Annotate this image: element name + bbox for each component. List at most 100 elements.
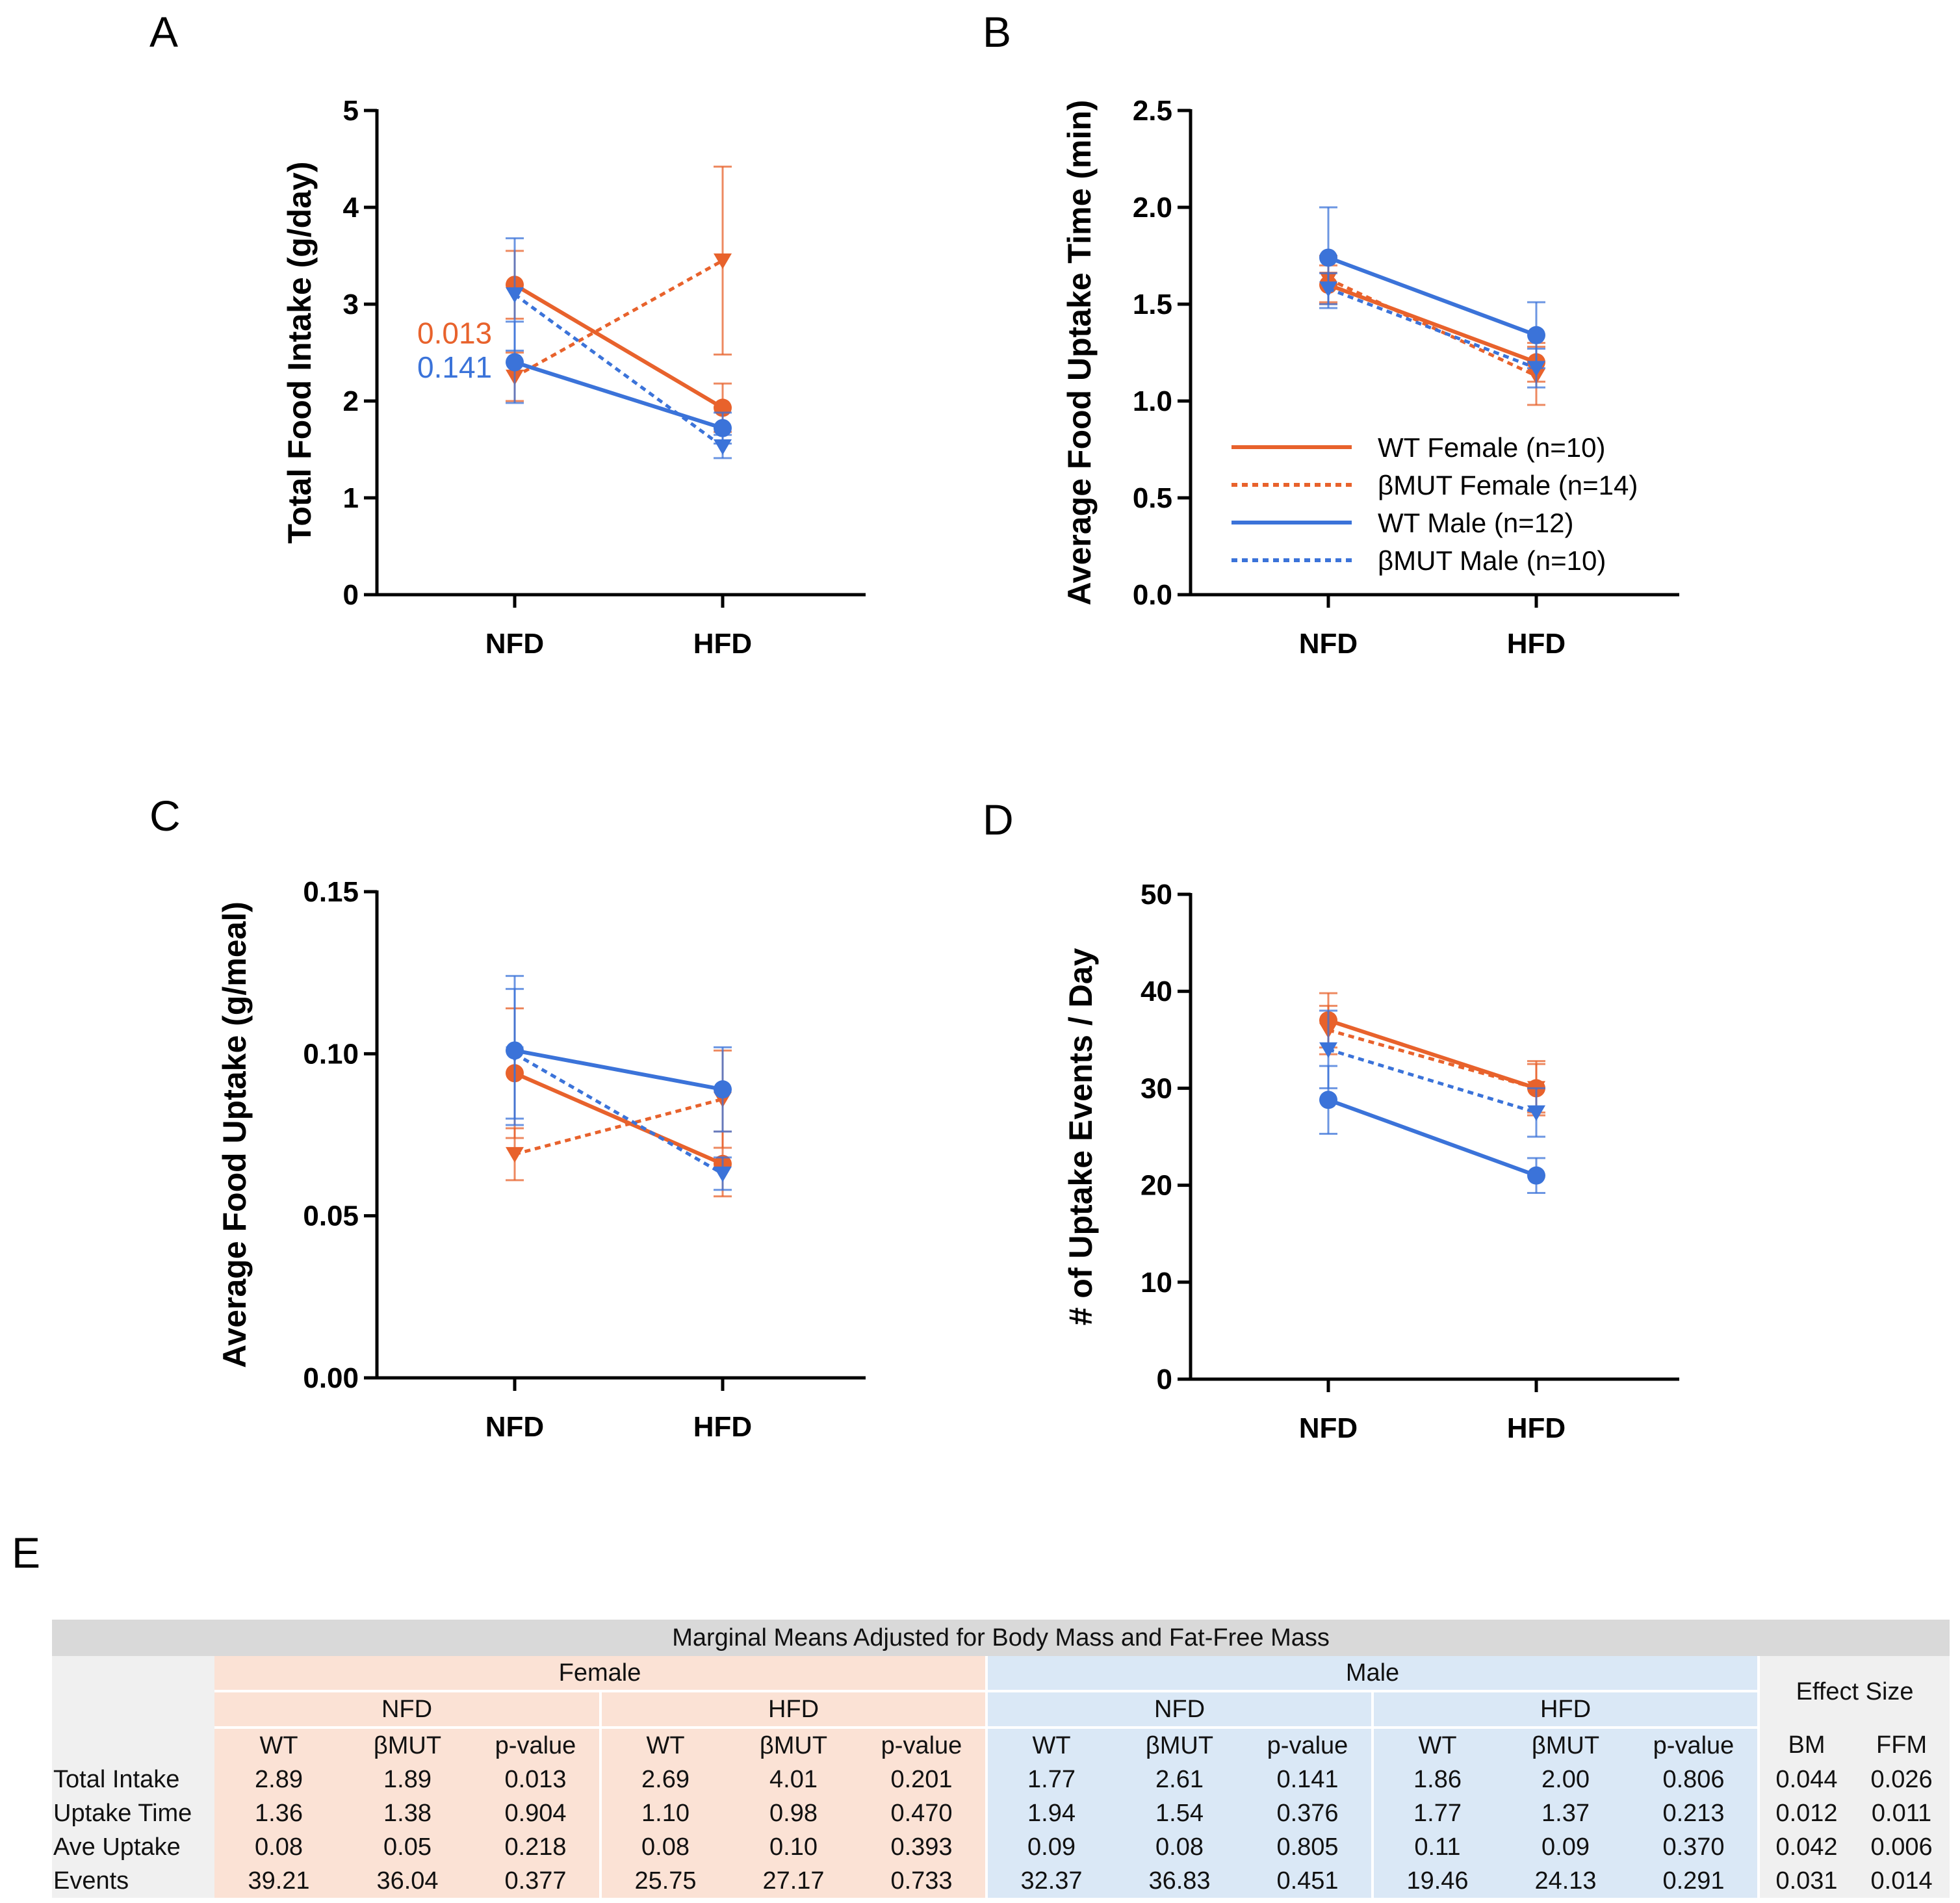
table-cell: 0.291 xyxy=(1630,1864,1760,1898)
legend-label-bmut-male: βMUT Male (n=10) xyxy=(1378,545,1606,576)
data-point xyxy=(714,439,732,456)
legend-label-wt-female: WT Female (n=10) xyxy=(1378,432,1606,463)
y-tick-label: 5 xyxy=(343,95,359,127)
y-tick-label: 0.05 xyxy=(303,1200,359,1232)
diet-header-female-nfd: NFD xyxy=(214,1691,602,1729)
row-label: Events xyxy=(52,1864,214,1898)
table-cell: 0.370 xyxy=(1630,1830,1760,1864)
table-cell: 0.377 xyxy=(472,1864,602,1898)
table-cell: 1.86 xyxy=(1373,1763,1501,1796)
data-point xyxy=(1319,248,1337,267)
table-cell: 1.77 xyxy=(986,1763,1115,1796)
panel-label-e: E xyxy=(12,1529,40,1577)
table-cell: 0.09 xyxy=(1501,1830,1630,1864)
table-cell: 1.77 xyxy=(1373,1796,1501,1830)
series-wt-male xyxy=(506,320,732,445)
column-header: p-value xyxy=(1244,1728,1374,1763)
table-cell: 0.451 xyxy=(1244,1864,1374,1898)
series-wt-female xyxy=(506,250,732,434)
panel-label-a: A xyxy=(149,8,178,56)
table-row: Total Intake 2.89 1.89 0.013 2.69 4.01 0.201 1.… xyxy=(52,1763,1950,1796)
series-line xyxy=(514,360,723,430)
column-header: βMUT xyxy=(1115,1728,1244,1763)
series-line xyxy=(513,293,724,448)
diet-header-male-hfd: HFD xyxy=(1373,1691,1760,1729)
table-cell: 39.21 xyxy=(214,1864,343,1898)
table-cell: 19.46 xyxy=(1373,1864,1501,1898)
y-tick-label: 0.10 xyxy=(303,1038,359,1070)
y-tick-label: 2.5 xyxy=(1133,95,1172,127)
y-tick-label: 50 xyxy=(1141,879,1172,911)
table-cell: 0.11 xyxy=(1373,1830,1501,1864)
series-line xyxy=(1327,255,1538,337)
table-cell: 2.61 xyxy=(1115,1763,1244,1796)
table-cell: 0.012 xyxy=(1759,1796,1853,1830)
series-line xyxy=(513,1071,724,1166)
table-cell: 2.00 xyxy=(1501,1763,1630,1796)
p-value-annotation: 0.141 xyxy=(417,350,492,384)
series-bmut-male xyxy=(506,988,732,1191)
y-tick-label: 2.0 xyxy=(1133,192,1172,224)
table-cell: 0.470 xyxy=(858,1796,988,1830)
series-line xyxy=(1327,277,1538,378)
data-point xyxy=(506,1146,524,1163)
table-title: Marginal Means Adjusted for Body Mass an… xyxy=(52,1620,1950,1656)
table-cell: 0.201 xyxy=(858,1763,988,1796)
data-point xyxy=(506,1046,524,1063)
table-cell: 1.94 xyxy=(986,1796,1115,1830)
y-tick-label: 1.5 xyxy=(1133,289,1172,320)
panel-label-d: D xyxy=(983,796,1014,844)
table-cell: 0.08 xyxy=(1115,1830,1244,1864)
series-wt-male xyxy=(1319,206,1545,369)
effect-size-header: Effect Size xyxy=(1759,1656,1950,1728)
y-axis-label-a: Total Food Intake (g/day) xyxy=(281,162,318,544)
y-axis-label-c: Average Food Uptake (g/meal) xyxy=(216,901,253,1368)
table-cell: 0.042 xyxy=(1759,1830,1853,1864)
table-corner xyxy=(52,1656,214,1763)
table-cell: 0.218 xyxy=(472,1830,602,1864)
series-bmut-female xyxy=(506,165,732,402)
table-cell: 0.006 xyxy=(1853,1830,1950,1864)
series-line xyxy=(513,1052,724,1176)
column-header: βMUT xyxy=(343,1728,472,1763)
table-cell: 0.10 xyxy=(729,1830,858,1864)
x-tick-label: HFD xyxy=(693,1411,752,1443)
table-cell: 0.013 xyxy=(472,1763,602,1796)
table-cell: 1.36 xyxy=(214,1796,343,1830)
table-cell: 36.83 xyxy=(1115,1864,1244,1898)
diet-header-male-nfd: NFD xyxy=(986,1691,1374,1729)
y-tick-label: 0 xyxy=(1157,1364,1172,1395)
series-line xyxy=(1328,1018,1537,1091)
y-tick-label: 1 xyxy=(343,482,359,514)
data-point xyxy=(714,419,732,437)
diet-header-female-hfd: HFD xyxy=(600,1691,988,1729)
table-cell: 0.805 xyxy=(1244,1830,1374,1864)
legend-label-wt-male: WT Male (n=12) xyxy=(1378,508,1574,538)
table-row: Ave Uptake 0.08 0.05 0.218 0.08 0.10 0.393 0.09… xyxy=(52,1830,1950,1864)
table-cell: 0.376 xyxy=(1244,1796,1374,1830)
table-cell: 1.38 xyxy=(343,1796,472,1830)
table-row: Events 39.21 36.04 0.377 25.75 27.17 0.733 32.3… xyxy=(52,1864,1950,1898)
row-label: Ave Uptake xyxy=(52,1830,214,1864)
data-point xyxy=(1527,1105,1545,1121)
table-cell: 0.213 xyxy=(1630,1796,1760,1830)
y-tick-label: 4 xyxy=(343,192,359,224)
series-line xyxy=(514,1097,723,1156)
column-header: p-value xyxy=(858,1728,988,1763)
table-cell: 36.04 xyxy=(343,1864,472,1898)
y-tick-label: 2 xyxy=(343,385,359,417)
row-label: Uptake Time xyxy=(52,1796,214,1830)
series-bmut-female xyxy=(1319,1005,1545,1114)
series-wt-male xyxy=(1319,1065,1545,1195)
y-tick-label: 3 xyxy=(343,289,359,320)
table-cell: 27.17 xyxy=(729,1864,858,1898)
table-cell: 25.75 xyxy=(600,1864,729,1898)
column-header: WT xyxy=(600,1728,729,1763)
y-axis-label-b: Average Food Uptake Time (min) xyxy=(1061,100,1098,606)
table-cell: 0.141 xyxy=(1244,1763,1374,1796)
data-point xyxy=(714,1166,732,1182)
series-wt-female xyxy=(1319,992,1545,1117)
table-cell: 1.37 xyxy=(1501,1796,1630,1830)
series-wt-female xyxy=(506,1007,732,1198)
chart-b: 0.0 0.5 1.0 1.5 2.0 2.5 NFD HFD Average Food Upt… xyxy=(1061,95,1679,660)
